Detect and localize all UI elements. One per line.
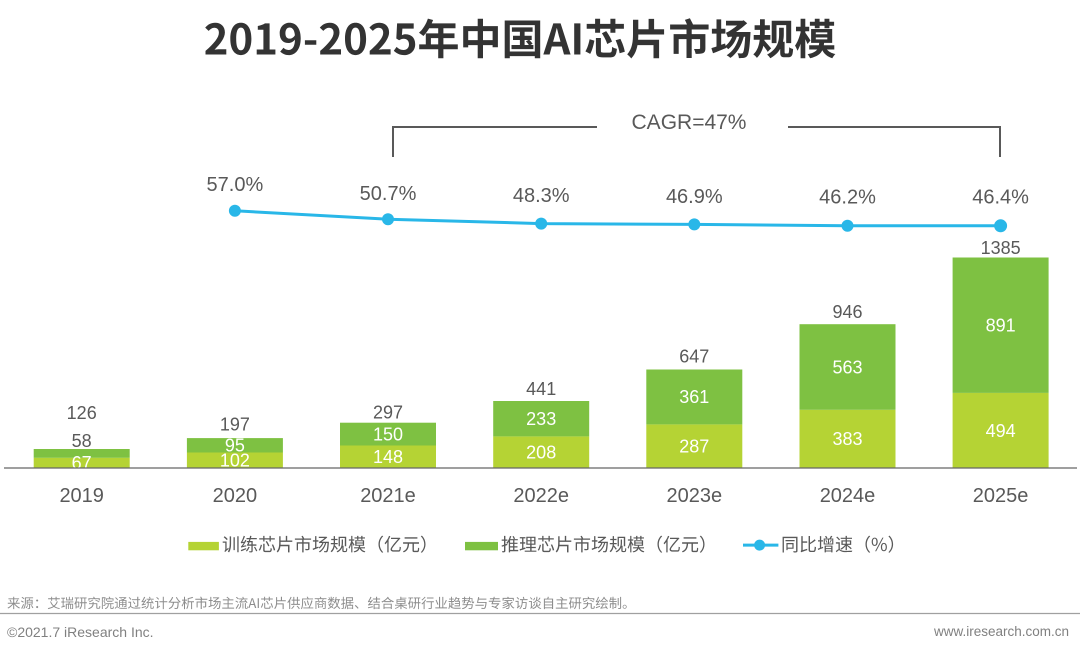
svg-text:891: 891 [986, 316, 1016, 336]
svg-text:647: 647 [679, 347, 709, 367]
svg-text:46.9%: 46.9% [666, 186, 723, 208]
svg-text:48.3%: 48.3% [513, 185, 570, 207]
svg-text:2020: 2020 [213, 485, 258, 507]
svg-text:95: 95 [225, 436, 245, 456]
svg-text:148: 148 [373, 447, 403, 467]
svg-text:46.2%: 46.2% [819, 187, 876, 209]
svg-text:46.4%: 46.4% [972, 187, 1029, 209]
svg-text:946: 946 [832, 302, 862, 322]
svg-text:361: 361 [679, 387, 709, 407]
svg-text:1385: 1385 [981, 238, 1021, 258]
svg-text:494: 494 [986, 421, 1016, 441]
svg-text:©2021.7 iResearch Inc.: ©2021.7 iResearch Inc. [7, 624, 154, 640]
svg-text:www.iresearch.com.cn: www.iresearch.com.cn [933, 624, 1069, 639]
svg-text:50.7%: 50.7% [360, 183, 417, 205]
svg-text:150: 150 [373, 424, 403, 444]
svg-text:563: 563 [832, 357, 862, 377]
svg-text:383: 383 [832, 429, 862, 449]
svg-text:67: 67 [72, 453, 92, 473]
svg-text:126: 126 [67, 403, 97, 423]
svg-text:2021e: 2021e [360, 485, 416, 507]
svg-text:2025e: 2025e [973, 485, 1029, 507]
svg-text:441: 441 [526, 379, 556, 399]
svg-text:233: 233 [526, 409, 556, 429]
svg-text:2022e: 2022e [513, 485, 569, 507]
svg-text:57.0%: 57.0% [207, 174, 264, 196]
svg-text:2019: 2019 [59, 485, 104, 507]
svg-text:2024e: 2024e [820, 485, 876, 507]
svg-text:2023e: 2023e [666, 485, 722, 507]
svg-text:208: 208 [526, 443, 556, 463]
svg-text:287: 287 [679, 437, 709, 457]
svg-text:CAGR=47%: CAGR=47% [632, 111, 747, 134]
svg-text:297: 297 [373, 403, 403, 423]
svg-text:58: 58 [72, 431, 92, 451]
svg-text:102: 102 [220, 451, 250, 471]
svg-text:197: 197 [220, 415, 250, 435]
